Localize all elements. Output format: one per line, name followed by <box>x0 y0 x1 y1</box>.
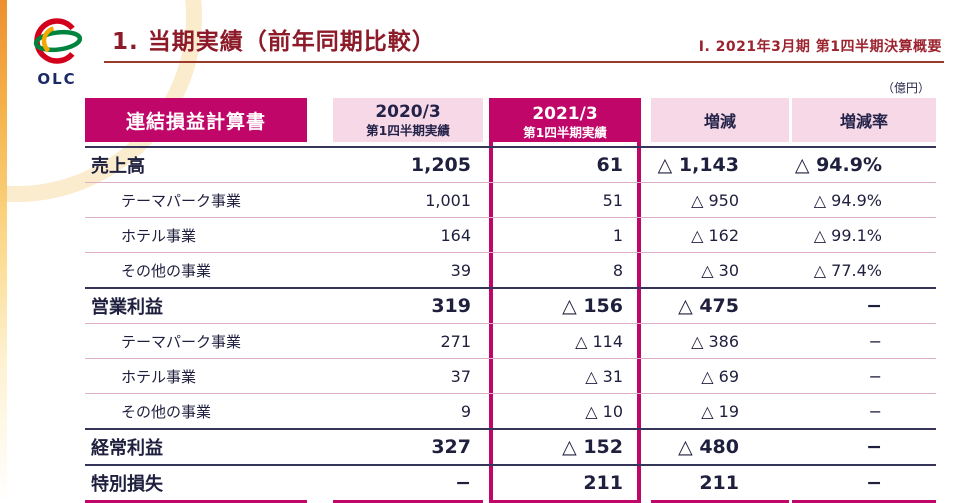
partial-cell <box>85 500 307 503</box>
cell-change: 211 <box>699 472 739 494</box>
cell-2020-actual: 327 <box>431 436 471 458</box>
olc-logo-text: OLC <box>37 70 77 88</box>
table-row: その他の事業 39 8 △ 30 △ 77.4% <box>85 252 936 287</box>
row-label: その他の事業 <box>121 261 212 280</box>
cell-2020-actual: 271 <box>440 331 471 351</box>
cell-2020-actual: 1,001 <box>425 190 471 210</box>
cell-2020-actual: 1,205 <box>410 154 471 176</box>
row-label: テーマパーク事業 <box>121 332 242 351</box>
cell-change-rate: △ 99.1% <box>813 225 882 245</box>
cell-2020-actual <box>333 142 483 146</box>
col-header-2020-period: 第1四半期実績 <box>366 122 450 138</box>
cell-change: △ 1,143 <box>657 154 739 176</box>
cell-change: △ 30 <box>701 260 739 280</box>
cell-2020-actual: − <box>455 472 471 494</box>
cell-change-rate: − <box>868 401 882 421</box>
partial-bottom-row <box>85 500 936 503</box>
col-header-2020-year: 2020/3 <box>375 102 441 123</box>
cell-change-rate: △ 94.9% <box>813 190 882 210</box>
cell-change-rate: − <box>866 295 882 317</box>
cell-2021-actual: 61 <box>489 148 641 182</box>
unit-note: （億円） <box>881 81 930 95</box>
cell-change-rate <box>792 142 936 146</box>
col-header-2021-period: 第1四半期実績 <box>523 124 607 140</box>
col-header-2020: 2020/3 第1四半期実績 <box>333 98 483 142</box>
cell-2020-actual: 37 <box>450 366 471 386</box>
col-header-2021: 2021/3 第1四半期実績 <box>489 98 641 142</box>
cell-change-rate: △ 94.9% <box>794 154 882 176</box>
row-label: 経常利益 <box>91 438 163 459</box>
table-row <box>85 142 936 146</box>
cell-2020-actual: 164 <box>440 225 471 245</box>
row-label: ホテル事業 <box>121 226 197 245</box>
cell-2021-actual: △ 156 <box>489 289 641 323</box>
cell-change: △ 386 <box>691 331 739 351</box>
income-statement-table: 連結損益計算書 2020/3 第1四半期実績 2021/3 第1四半期実績 増減… <box>85 98 936 503</box>
table-row: 売上高 1,205 61 △ 1,143 △ 94.9% <box>85 146 936 182</box>
table-row: 特別損失 − 211 211 − <box>85 464 936 500</box>
table-row: 営業利益 319 △ 156 △ 475 − <box>85 287 936 323</box>
row-label <box>85 142 307 146</box>
cell-change-rate: − <box>866 436 882 458</box>
cell-change <box>651 142 789 146</box>
cell-2021-actual: △ 152 <box>489 430 641 464</box>
table-header-row: 連結損益計算書 2020/3 第1四半期実績 2021/3 第1四半期実績 増減… <box>85 98 936 142</box>
col-header-change-rate: 増減率 <box>792 98 936 142</box>
cell-change-rate: △ 77.4% <box>813 260 882 280</box>
cell-2021-actual <box>489 142 641 146</box>
row-label: ホテル事業 <box>121 367 197 386</box>
cell-change: △ 480 <box>678 436 739 458</box>
cell-change: △ 69 <box>701 366 739 386</box>
cell-change: △ 162 <box>691 225 739 245</box>
row-label: その他の事業 <box>121 402 212 421</box>
cell-change: △ 19 <box>701 401 739 421</box>
cell-2021-actual: 8 <box>489 253 641 287</box>
row-label: 特別損失 <box>91 474 163 495</box>
cell-change-rate: − <box>868 366 882 386</box>
row-label: テーマパーク事業 <box>121 191 242 210</box>
page-title: 1. 当期実績（前年同期比較） <box>112 29 436 55</box>
partial-cell <box>792 500 936 503</box>
cell-2020-actual: 319 <box>431 295 471 317</box>
partial-cell <box>333 500 483 503</box>
row-label: 売上高 <box>91 156 145 177</box>
table-row: テーマパーク事業 1,001 51 △ 950 △ 94.9% <box>85 182 936 217</box>
col-header-2021-year: 2021/3 <box>532 104 598 125</box>
section-label: Ⅰ. 2021年3月期 第1四半期決算概要 <box>698 39 942 55</box>
olc-logo-mark <box>33 18 83 64</box>
row-label: 営業利益 <box>91 297 163 318</box>
table-row: 経常利益 327 △ 152 △ 480 − <box>85 428 936 464</box>
partial-cell <box>489 500 641 503</box>
cell-2021-actual: △ 10 <box>489 394 641 428</box>
cell-2020-actual: 9 <box>460 401 471 421</box>
table-body: 売上高 1,205 61 △ 1,143 △ 94.9% テーマパーク事業 1,… <box>85 142 936 500</box>
cell-2020-actual: 39 <box>450 260 471 280</box>
title-underline <box>104 61 944 63</box>
cell-change-rate: − <box>868 331 882 351</box>
cell-2021-actual: △ 114 <box>489 324 641 358</box>
olc-logo: OLC <box>26 16 88 88</box>
cell-2021-actual: △ 31 <box>489 359 641 393</box>
table-row: テーマパーク事業 271 △ 114 △ 386 − <box>85 323 936 358</box>
cell-2021-actual: 51 <box>489 183 641 217</box>
cell-2021-actual: 1 <box>489 218 641 252</box>
cell-2021-actual: 211 <box>489 466 641 500</box>
cell-change: △ 950 <box>691 190 739 210</box>
cell-change: △ 475 <box>678 295 739 317</box>
table-row: ホテル事業 37 △ 31 △ 69 − <box>85 358 936 393</box>
col-header-statement: 連結損益計算書 <box>85 98 307 142</box>
partial-cell <box>651 500 789 503</box>
left-edge-gradient <box>0 0 7 503</box>
col-header-change: 増減 <box>651 98 789 142</box>
table-row: ホテル事業 164 1 △ 162 △ 99.1% <box>85 217 936 252</box>
cell-change-rate: − <box>866 472 882 494</box>
table-row: その他の事業 9 △ 10 △ 19 − <box>85 393 936 428</box>
